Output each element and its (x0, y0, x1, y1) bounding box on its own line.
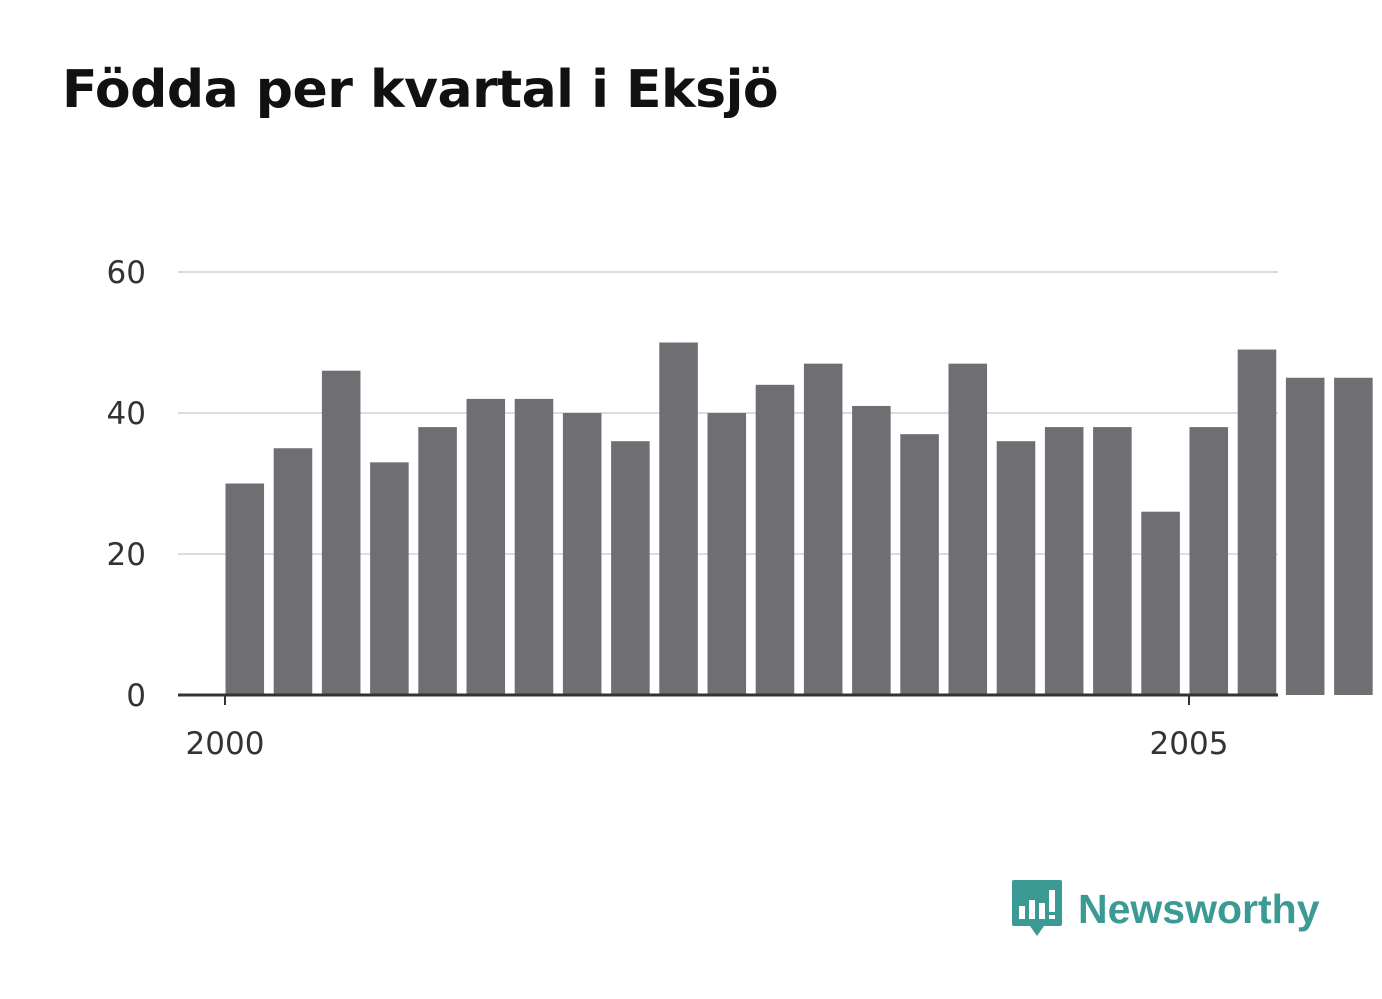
bar (1093, 427, 1132, 695)
newsworthy-logo[interactable]: Newsworthy (1010, 878, 1320, 940)
bar (273, 448, 313, 695)
y-tick-label: 0 (126, 678, 146, 714)
bar (1141, 511, 1180, 695)
bar (803, 363, 843, 695)
y-tick-label: 40 (107, 396, 146, 432)
bar (900, 434, 939, 695)
bar (755, 384, 795, 695)
bar (659, 342, 698, 695)
bar (852, 405, 891, 695)
bar (370, 462, 409, 695)
bar (996, 441, 1036, 695)
bar (562, 413, 602, 695)
x-tick-label: 2000 (186, 726, 265, 762)
bar (948, 363, 988, 695)
y-tick-label: 60 (107, 255, 146, 291)
bars (225, 342, 1373, 695)
bar (1334, 377, 1373, 695)
x-tick-label: 2005 (1150, 726, 1229, 762)
bar (1044, 427, 1084, 695)
brand-name: Newsworthy (1078, 885, 1320, 932)
bar (611, 441, 650, 695)
bar (225, 483, 265, 695)
bar (514, 398, 554, 695)
bar (418, 427, 457, 695)
bar (1285, 377, 1325, 695)
bar (707, 413, 747, 695)
y-tick-label: 20 (107, 537, 146, 573)
bar (321, 370, 361, 695)
newsworthy-logo-icon (1012, 880, 1062, 936)
bar (1189, 427, 1229, 695)
chart-title: Födda per kvartal i Eksjö (62, 60, 779, 120)
bar (1237, 349, 1277, 695)
axes: 0204060200020052010201520202025 (107, 255, 1278, 762)
bar (466, 398, 506, 695)
